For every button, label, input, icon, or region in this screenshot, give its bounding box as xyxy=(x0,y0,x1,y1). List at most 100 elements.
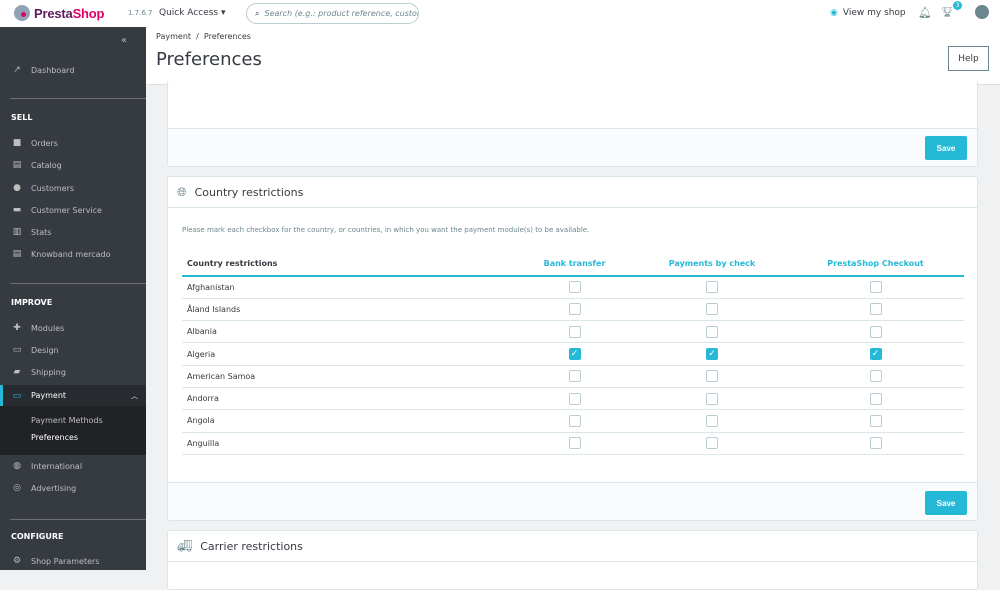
checkbox-cell xyxy=(637,432,787,455)
checkbox[interactable] xyxy=(869,437,882,450)
sidebar-item-shop-parameters[interactable]: ⚙ Shop Parameters xyxy=(0,551,146,571)
checkbox-cell xyxy=(787,432,964,455)
checkbox[interactable] xyxy=(568,325,581,338)
sidebar-item-orders[interactable]: ■ Orders xyxy=(0,133,146,153)
sidebar-item-label: Customers xyxy=(31,183,75,193)
checkbox-cell xyxy=(637,320,787,344)
sidebar-item-shipping[interactable]: ▰ Shipping xyxy=(0,362,146,382)
bell-icon[interactable]: 🔔︎ xyxy=(918,6,930,19)
credit-card-icon: ▭ xyxy=(12,390,22,401)
quick-access-dropdown[interactable]: Quick Access ▾ xyxy=(159,8,226,18)
checkbox-cell xyxy=(512,432,637,455)
breadcrumb[interactable]: Payment / Preferences xyxy=(156,32,251,41)
checkbox[interactable] xyxy=(869,414,882,427)
chevron-up-icon: ︿ xyxy=(131,391,138,400)
column-header: Country restrictions xyxy=(182,252,512,277)
checkbox[interactable] xyxy=(568,437,581,450)
monitor-icon: ▭ xyxy=(12,345,22,355)
sidebar-item-label: Knowband mercado xyxy=(31,249,111,259)
checkbox-cell xyxy=(637,387,787,411)
panel-top: Save xyxy=(167,80,978,167)
sidebar-item-customer-service[interactable]: ▬ Customer Service xyxy=(0,200,146,220)
checkbox[interactable] xyxy=(706,414,718,427)
sidebar-item-payment[interactable]: ▭ Payment ︿ xyxy=(0,385,146,406)
panel-header: 🚚︎ Carrier restrictions xyxy=(168,531,977,562)
checkbox-cell xyxy=(512,409,637,433)
logo-text: Presta xyxy=(34,5,73,21)
sidebar-item-label: Design xyxy=(31,345,59,355)
save-button[interactable]: Save xyxy=(925,491,967,515)
checkbox[interactable] xyxy=(869,303,882,316)
checkbox-cell: ✓ xyxy=(787,342,964,366)
panel-title: Country restrictions xyxy=(194,185,304,199)
checkbox[interactable] xyxy=(706,303,718,316)
globe-icon: 🌐︎ xyxy=(177,184,187,199)
sidebar-item-label: Shipping xyxy=(31,367,66,377)
sidebar-item-modules[interactable]: ✚ Modules xyxy=(0,318,146,338)
checkbox-cell xyxy=(637,298,787,322)
checkbox-cell xyxy=(787,276,964,299)
checkbox[interactable] xyxy=(568,414,581,427)
checkbox-cell: ✓ xyxy=(512,342,637,366)
sidebar-subitem-preferences[interactable]: Preferences xyxy=(31,433,79,442)
sidebar-item-design[interactable]: ▭ Design xyxy=(0,340,146,360)
checkbox[interactable] xyxy=(706,281,718,294)
save-button[interactable]: Save xyxy=(925,136,967,160)
user-icon: ● xyxy=(13,183,21,193)
prestashop-logo[interactable]: PrestaShop xyxy=(14,5,118,21)
checkbox[interactable] xyxy=(568,370,581,383)
checkbox[interactable] xyxy=(869,370,882,383)
sidebar-item-dashboard[interactable]: ↗ Dashboard xyxy=(0,60,146,80)
checkbox[interactable]: ✓ xyxy=(869,348,882,361)
eye-icon: ◉ xyxy=(830,8,838,18)
panel-header: 🌐︎ Country restrictions xyxy=(168,177,977,208)
checkbox[interactable] xyxy=(869,281,882,294)
sidebar-item-label: Modules xyxy=(31,323,65,333)
panel-footer: Save xyxy=(168,482,977,520)
notification-badge: 3 xyxy=(953,1,962,10)
checkbox[interactable]: ✓ xyxy=(706,348,718,361)
description: Please mark each checkbox for the countr… xyxy=(182,226,590,234)
section-sell: SELL xyxy=(11,113,33,122)
checkbox[interactable] xyxy=(568,303,581,316)
view-shop-link[interactable]: ◉ View my shop xyxy=(830,8,906,18)
column-header: PrestaShop Checkout xyxy=(787,252,964,277)
country-name: American Samoa xyxy=(182,365,512,388)
sidebar-item-knowband[interactable]: ▤ Knowband mercado xyxy=(0,244,146,264)
checkbox-cell xyxy=(787,387,964,411)
country-name: Albania xyxy=(182,320,512,344)
avatar[interactable] xyxy=(975,5,989,19)
sidebar-item-label: Orders xyxy=(31,138,58,148)
checkbox-cell xyxy=(637,365,787,388)
checkbox[interactable] xyxy=(706,325,718,338)
checkbox[interactable] xyxy=(869,325,882,338)
store-icon: ▤ xyxy=(12,249,22,259)
checkbox[interactable] xyxy=(706,437,718,450)
globe-icon: ◍ xyxy=(13,461,21,471)
sidebar-item-customers[interactable]: ● Customers xyxy=(0,178,146,198)
sidebar-item-label: Dashboard xyxy=(31,65,75,75)
checkbox[interactable] xyxy=(706,370,718,383)
checkbox[interactable] xyxy=(568,392,581,405)
country-name: Algeria xyxy=(182,342,512,366)
search-input[interactable]: ⌕ Search (e.g.: product reference, custom… xyxy=(246,3,419,24)
checkbox-cell xyxy=(512,298,637,322)
table-row: Afghanistan xyxy=(182,276,964,299)
help-button[interactable]: Help xyxy=(948,46,989,71)
checkbox[interactable]: ✓ xyxy=(568,348,581,361)
country-name: Åland Islands xyxy=(182,298,512,322)
checkbox[interactable] xyxy=(869,392,882,405)
collapse-icon[interactable]: « xyxy=(121,35,128,46)
trophy-icon[interactable]: 🏆︎ xyxy=(941,7,952,18)
checkbox[interactable] xyxy=(568,281,581,294)
checkbox[interactable] xyxy=(706,392,718,405)
section-configure: CONFIGURE xyxy=(11,532,64,541)
sidebar-item-advertising[interactable]: ◎ Advertising xyxy=(0,478,146,498)
sidebar-subitem-payment-methods[interactable]: Payment Methods xyxy=(31,416,103,425)
page-title: Preferences xyxy=(156,49,262,70)
sidebar-item-catalog[interactable]: ▤ Catalog xyxy=(0,155,146,175)
chat-icon: ▬ xyxy=(12,205,22,215)
sidebar-item-stats[interactable]: ▥ Stats xyxy=(0,222,146,242)
top-bar: PrestaShop 1.7.6.7 Quick Access ▾ ⌕ Searc… xyxy=(0,0,1000,27)
sidebar-item-international[interactable]: ◍ International xyxy=(0,456,146,476)
